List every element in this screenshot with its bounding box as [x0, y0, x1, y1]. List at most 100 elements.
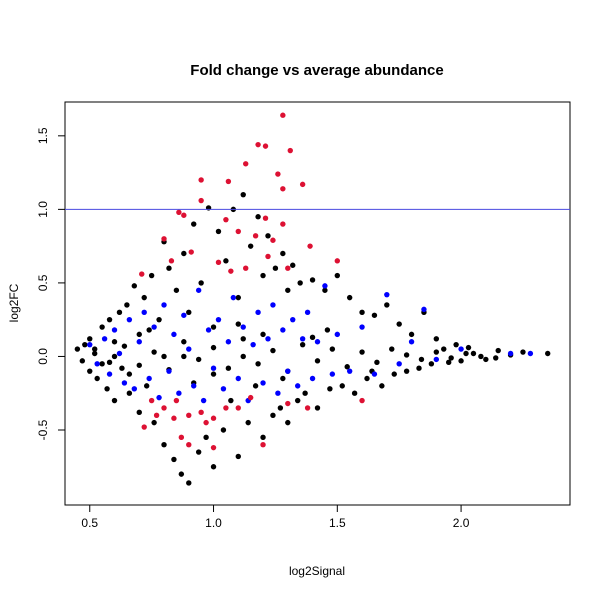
data-point: [458, 346, 464, 352]
data-point: [203, 434, 209, 441]
data-point: [322, 287, 328, 293]
data-point: [240, 336, 246, 342]
data-point: [428, 361, 435, 367]
data-point: [171, 331, 177, 338]
data-point: [148, 272, 155, 279]
data-point: [148, 397, 155, 404]
y-tick-label: -0.5: [36, 419, 50, 440]
data-point: [171, 415, 177, 421]
data-point: [178, 434, 185, 441]
data-point: [299, 181, 306, 188]
data-point: [181, 353, 187, 360]
data-point: [255, 309, 261, 316]
data-point: [280, 327, 286, 333]
data-point: [124, 302, 130, 308]
data-point: [92, 350, 98, 357]
data-point: [178, 471, 185, 477]
data-point: [116, 350, 123, 357]
data-point: [141, 294, 147, 301]
data-point: [106, 371, 113, 377]
data-point: [156, 394, 162, 401]
data-point: [121, 343, 128, 349]
data-point: [161, 353, 167, 360]
data-point: [223, 216, 229, 223]
data-point: [235, 294, 241, 301]
data-point: [198, 409, 204, 416]
data-point: [220, 427, 227, 433]
data-point: [191, 383, 197, 389]
data-point: [260, 380, 266, 386]
data-point: [465, 344, 472, 351]
data-point: [416, 365, 422, 371]
data-point: [104, 386, 110, 392]
data-point: [396, 321, 402, 327]
data-point: [334, 258, 341, 264]
data-point: [240, 324, 246, 330]
data-point: [195, 449, 202, 455]
data-point: [280, 221, 286, 227]
data-point: [280, 250, 286, 257]
data-point: [181, 250, 187, 257]
data-point: [329, 346, 336, 352]
data-point: [285, 265, 291, 271]
data-point: [176, 390, 182, 396]
data-point: [495, 347, 501, 354]
data-point: [277, 405, 284, 411]
data-point: [74, 346, 81, 352]
data-point: [374, 359, 380, 366]
data-point: [322, 283, 328, 289]
data-point: [265, 233, 271, 239]
data-point: [223, 405, 229, 411]
data-point: [294, 397, 301, 404]
data-point: [252, 383, 259, 389]
data-point: [275, 390, 281, 396]
data-point: [270, 302, 276, 308]
data-point: [408, 331, 415, 338]
data-point: [188, 249, 194, 255]
data-point: [176, 209, 182, 216]
data-point: [210, 344, 217, 351]
data-point: [92, 346, 98, 352]
data-point: [270, 412, 276, 418]
data-point: [314, 358, 321, 364]
data-point: [448, 355, 454, 361]
data-point: [280, 375, 286, 382]
data-point: [210, 371, 217, 377]
data-point: [334, 331, 341, 338]
data-point: [483, 356, 489, 363]
data-point: [441, 346, 447, 352]
data-point: [200, 397, 207, 404]
data-point: [181, 312, 187, 318]
data-point: [136, 339, 142, 345]
data-point: [408, 339, 415, 345]
data-point: [478, 353, 484, 360]
data-point: [304, 309, 311, 316]
data-point: [351, 390, 358, 396]
data-point: [225, 365, 232, 371]
data-point: [240, 353, 246, 360]
data-point: [151, 349, 157, 355]
x-tick-label: 2.0: [453, 516, 470, 530]
data-point: [243, 161, 249, 167]
data-point: [87, 341, 93, 348]
data-point: [136, 331, 142, 338]
data-point: [302, 390, 308, 396]
data-point: [116, 309, 123, 316]
data-point: [210, 365, 217, 371]
data-point: [195, 287, 202, 293]
data-point: [262, 215, 269, 221]
data-point: [270, 237, 276, 243]
data-point: [198, 280, 204, 286]
data-point: [272, 265, 279, 271]
data-point: [314, 339, 321, 345]
data-point: [545, 350, 551, 357]
data-point: [364, 375, 370, 382]
data-point: [247, 394, 254, 401]
data-point: [168, 258, 175, 264]
data-point: [87, 368, 93, 374]
data-point: [136, 409, 142, 416]
data-point: [287, 147, 293, 154]
data-point: [433, 349, 440, 355]
data-point: [121, 380, 128, 386]
data-point: [252, 233, 259, 239]
